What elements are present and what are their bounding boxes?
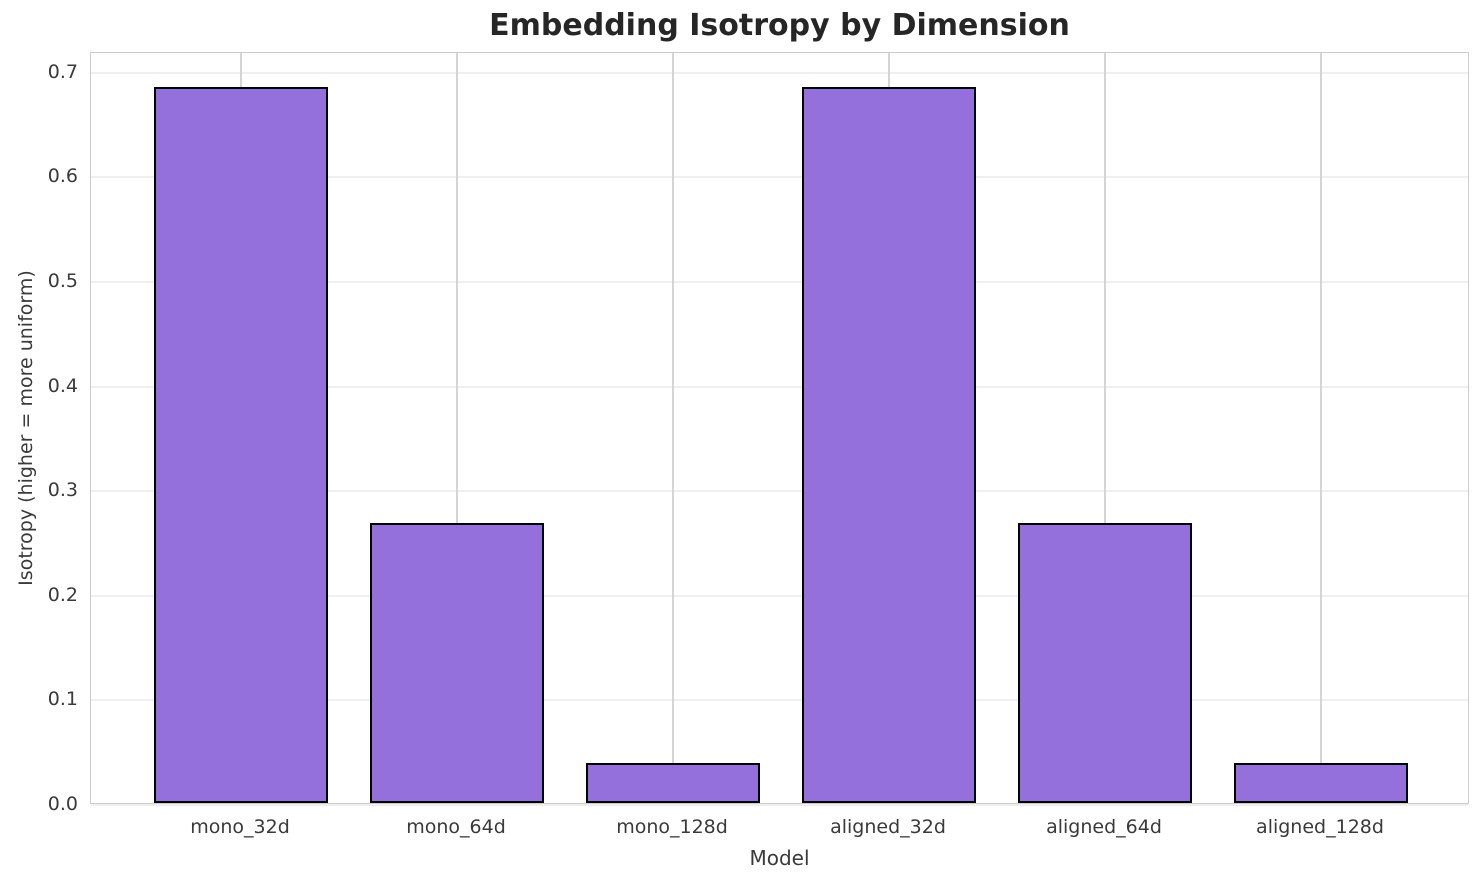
gridline-v-mono_128d bbox=[672, 53, 674, 803]
x-tick-label-mono_128d: mono_128d bbox=[616, 816, 728, 838]
x-axis-label: Model bbox=[749, 846, 810, 870]
x-tick-label-mono_64d: mono_64d bbox=[406, 816, 506, 838]
gridline-h-0.0 bbox=[91, 804, 1468, 806]
bar-mono_32d bbox=[154, 86, 328, 803]
y-tick-label: 0.6 bbox=[47, 165, 78, 188]
plot-area bbox=[90, 52, 1469, 806]
y-tick-label: 0.2 bbox=[47, 583, 78, 606]
bar-mono_64d bbox=[370, 522, 544, 803]
y-tick-label: 0.0 bbox=[47, 793, 78, 815]
y-tick-label: 0.1 bbox=[47, 688, 78, 711]
gridline-h-0.6 bbox=[91, 176, 1468, 179]
gridline-v-aligned_128d bbox=[1320, 53, 1322, 803]
chart-title: Embedding Isotropy by Dimension bbox=[489, 8, 1070, 43]
bar-aligned_128d bbox=[1234, 763, 1408, 803]
y-tick-label: 0.7 bbox=[47, 60, 78, 83]
gridline-h-0.7 bbox=[91, 71, 1468, 74]
gridline-h-0.3 bbox=[91, 490, 1468, 493]
y-axis-label: Isotropy (higher = more uniform) bbox=[15, 270, 37, 586]
y-tick-label: 0.4 bbox=[47, 374, 78, 397]
x-tick-label-aligned_64d: aligned_64d bbox=[1046, 816, 1162, 838]
y-tick-label: 0.5 bbox=[47, 270, 78, 293]
gridline-h-0.1 bbox=[91, 699, 1468, 702]
bar-aligned_64d bbox=[1018, 522, 1192, 803]
x-tick-label-aligned_32d: aligned_32d bbox=[830, 816, 946, 838]
y-tick-label: 0.3 bbox=[47, 479, 78, 502]
gridline-v-aligned_64d bbox=[1104, 53, 1106, 803]
bar-mono_128d bbox=[586, 763, 760, 803]
gridline-h-0.4 bbox=[91, 385, 1468, 388]
x-tick-label-mono_32d: mono_32d bbox=[190, 816, 290, 838]
x-tick-label-aligned_128d: aligned_128d bbox=[1256, 816, 1384, 838]
gridline-v-mono_64d bbox=[456, 53, 458, 803]
gridline-h-0.5 bbox=[91, 281, 1468, 284]
gridline-h-0.2 bbox=[91, 594, 1468, 597]
bar-aligned_32d bbox=[802, 86, 976, 803]
